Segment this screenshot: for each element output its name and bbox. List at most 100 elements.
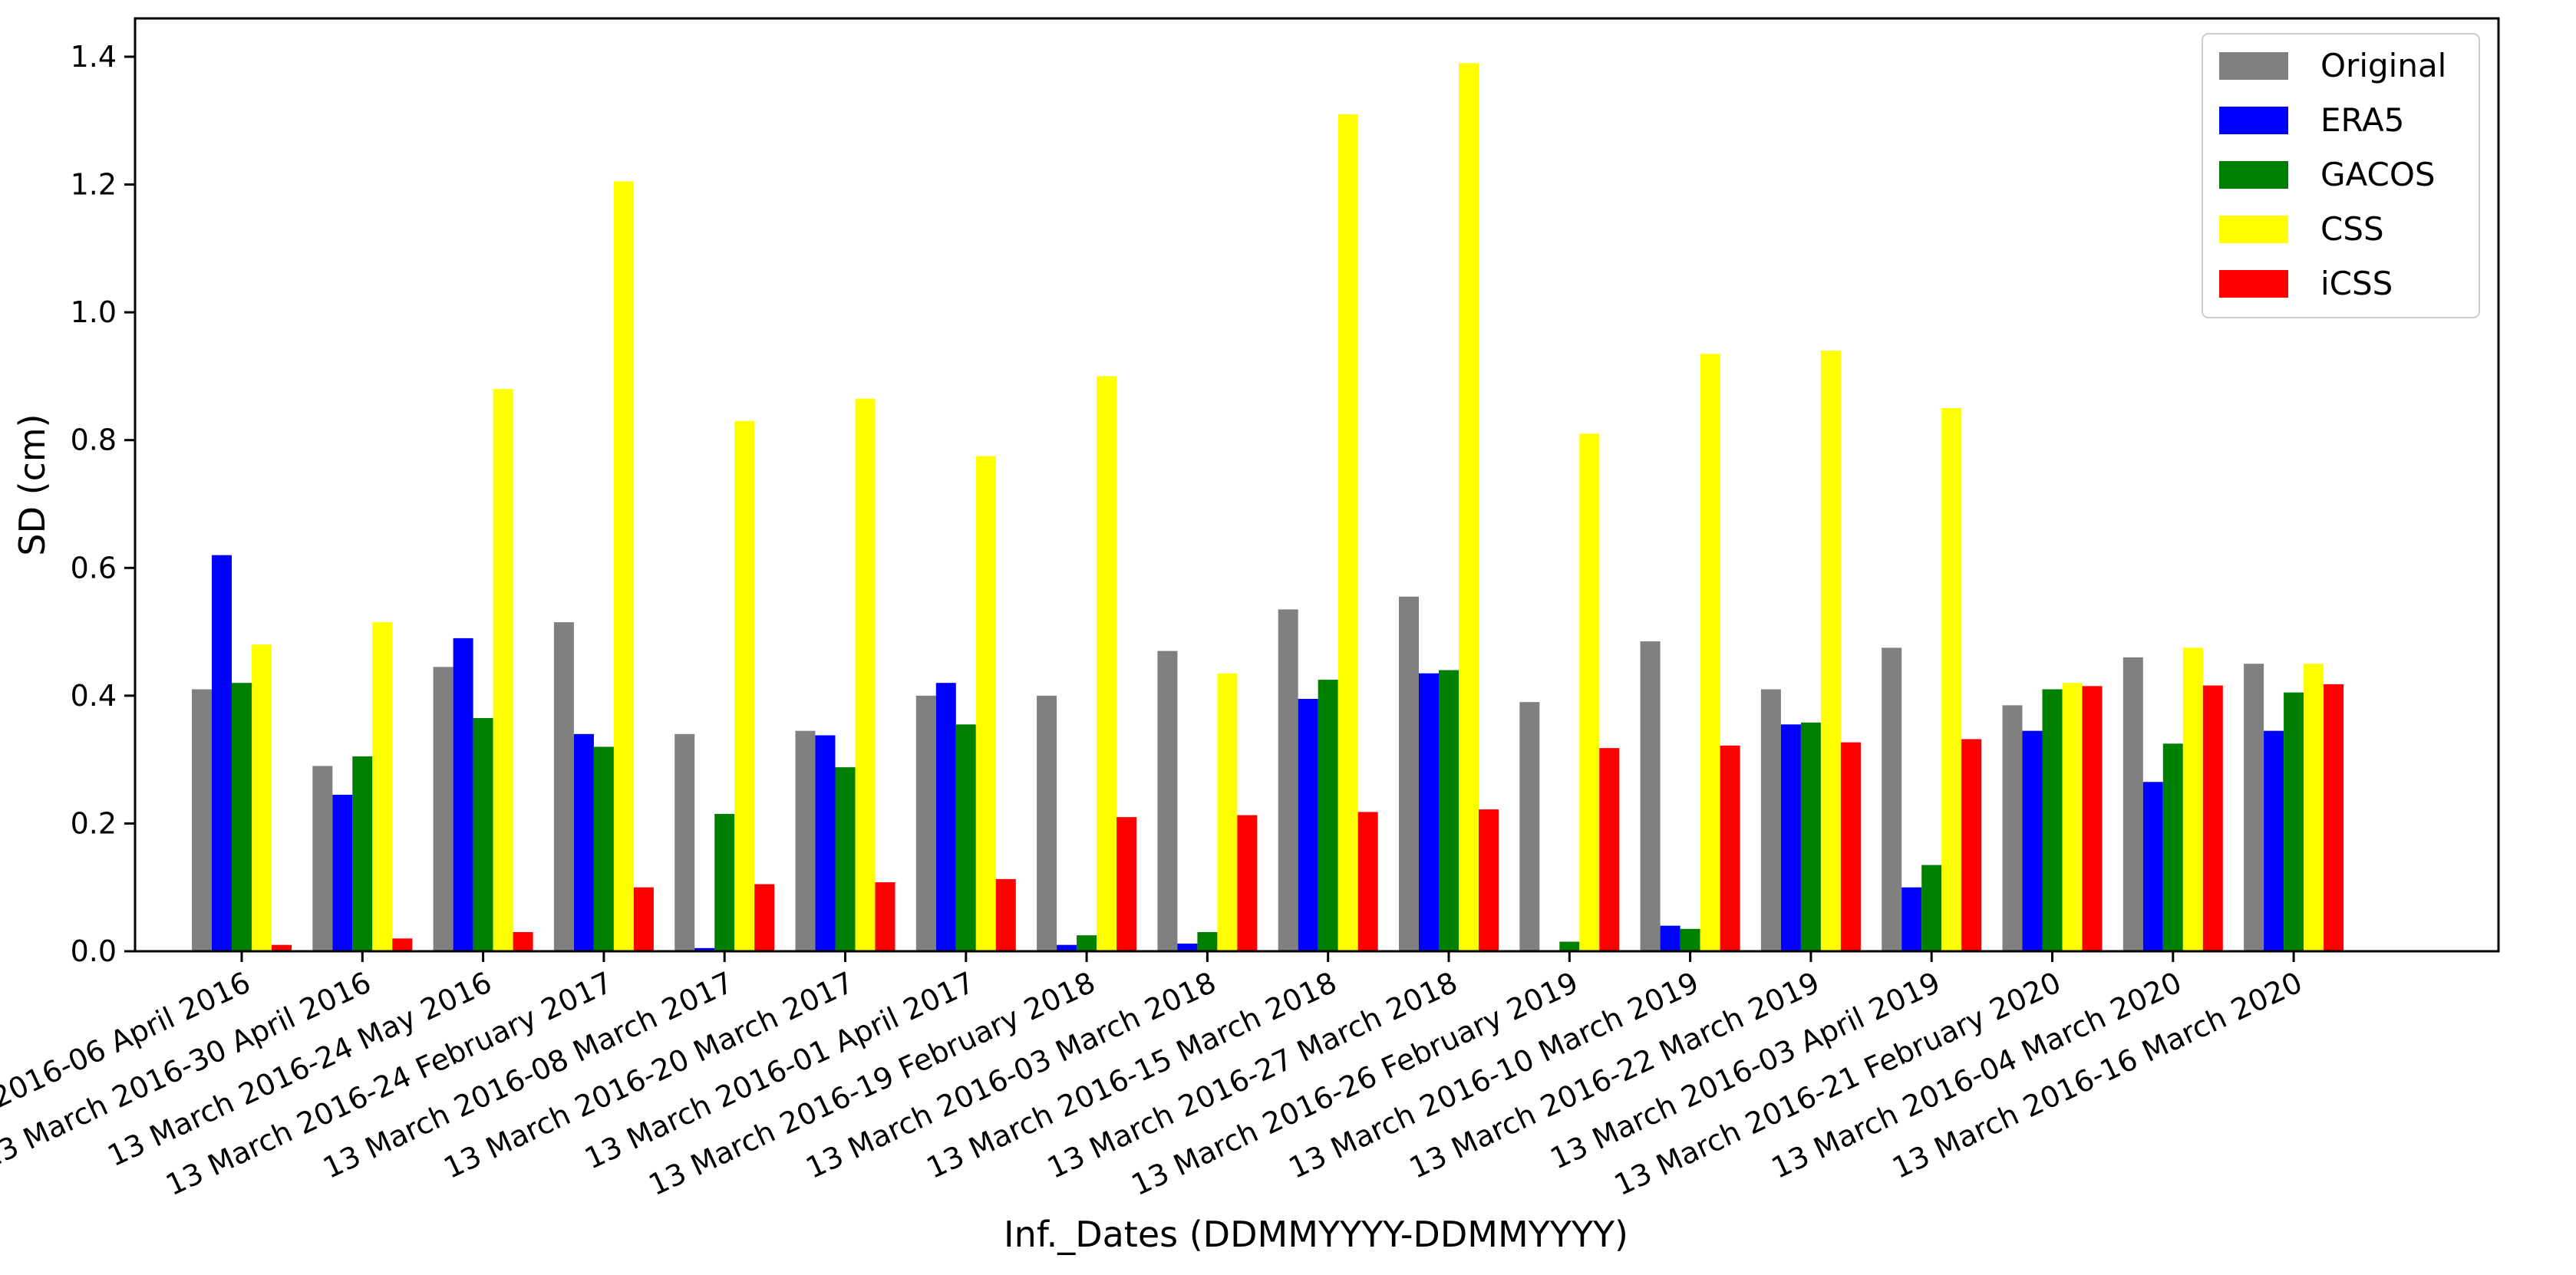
bar-era5-11 <box>1419 673 1439 951</box>
legend-label-original: Original <box>2320 47 2446 84</box>
bar-css-6 <box>855 398 876 951</box>
bar-css-3 <box>493 389 513 951</box>
bar-era5-16 <box>2022 730 2043 951</box>
bar-css-2 <box>372 622 393 951</box>
bar-original-14 <box>1760 689 1781 951</box>
bar-original-13 <box>1640 641 1661 951</box>
legend-swatch-era5 <box>2219 107 2288 134</box>
bars-group <box>192 63 2344 952</box>
bar-original-15 <box>1882 647 1902 951</box>
bar-icss-18 <box>2324 684 2344 951</box>
bar-css-16 <box>2062 683 2083 951</box>
bar-gacos-5 <box>714 813 735 951</box>
bar-icss-3 <box>513 932 533 951</box>
legend-frame <box>2202 33 2480 318</box>
bar-css-8 <box>1097 376 1117 951</box>
bar-css-15 <box>1941 408 1962 951</box>
bar-icss-9 <box>1237 815 1258 951</box>
bar-icss-12 <box>1599 748 1620 951</box>
bar-gacos-10 <box>1318 680 1338 951</box>
bar-css-9 <box>1217 673 1238 951</box>
legend-swatch-gacos <box>2219 161 2288 189</box>
legend-label-icss: iCSS <box>2320 265 2393 302</box>
bar-css-12 <box>1579 433 1600 951</box>
legend-label-css: CSS <box>2320 210 2384 248</box>
y-tick-label: 1.0 <box>71 295 117 329</box>
bar-gacos-8 <box>1077 935 1097 951</box>
bar-era5-4 <box>573 733 594 951</box>
bar-gacos-6 <box>835 767 856 951</box>
bar-original-12 <box>1519 702 1540 951</box>
legend-swatch-icss <box>2219 270 2288 298</box>
legend-swatch-original <box>2219 52 2288 80</box>
bar-era5-9 <box>1177 944 1198 951</box>
bar-original-18 <box>2244 664 2264 951</box>
bar-icss-6 <box>875 882 895 951</box>
y-tick-label: 1.4 <box>71 40 117 74</box>
y-tick-label: 0.6 <box>71 551 117 585</box>
bar-era5-5 <box>694 947 715 951</box>
legend: Original ERA5 GACOS CSS iCSS <box>2202 33 2480 318</box>
bar-original-3 <box>433 667 454 951</box>
y-tick-label: 0.2 <box>71 806 117 840</box>
bar-era5-18 <box>2264 730 2284 951</box>
bar-icss-2 <box>392 938 413 951</box>
bar-icss-14 <box>1840 742 1861 951</box>
bar-era5-13 <box>1660 925 1681 951</box>
bar-original-7 <box>915 695 936 951</box>
y-tick-label: 1.2 <box>71 168 117 202</box>
bar-era5-8 <box>1057 944 1077 951</box>
bar-css-17 <box>2182 647 2203 951</box>
y-tick-label: 0.0 <box>71 934 117 968</box>
bar-original-11 <box>1399 596 1419 951</box>
bar-era5-17 <box>2142 782 2163 951</box>
bar-gacos-2 <box>352 756 373 951</box>
bar-gacos-15 <box>1921 865 1942 951</box>
bar-original-1 <box>192 689 212 951</box>
bar-css-18 <box>2304 664 2324 951</box>
legend-label-gacos: GACOS <box>2320 156 2436 193</box>
bar-icss-16 <box>2082 686 2103 951</box>
bar-gacos-1 <box>232 683 252 951</box>
bar-original-16 <box>2002 705 2023 951</box>
bar-icss-10 <box>1357 812 1378 951</box>
bar-era5-14 <box>1780 724 1801 951</box>
bar-gacos-12 <box>1559 941 1580 951</box>
bar-era5-7 <box>935 683 956 951</box>
bar-icss-1 <box>272 944 292 951</box>
bar-css-11 <box>1459 63 1479 951</box>
bar-icss-15 <box>1961 739 1982 951</box>
bar-era5-3 <box>453 638 473 951</box>
bar-original-6 <box>795 730 816 951</box>
bar-css-4 <box>613 181 634 952</box>
bar-original-8 <box>1037 695 1057 951</box>
bar-original-17 <box>2122 657 2143 951</box>
bar-original-5 <box>675 733 695 951</box>
bar-css-1 <box>252 644 272 951</box>
bar-gacos-7 <box>955 724 976 951</box>
bar-original-10 <box>1278 609 1298 951</box>
plot-area-frame <box>134 17 2500 953</box>
legend-swatch-css <box>2219 216 2288 243</box>
bar-icss-11 <box>1479 809 1499 951</box>
bar-gacos-3 <box>473 718 493 951</box>
bar-icss-4 <box>633 887 654 951</box>
bar-css-10 <box>1337 114 1358 951</box>
y-tick-label: 0.8 <box>71 423 117 457</box>
bar-gacos-18 <box>2284 692 2304 951</box>
bar-era5-6 <box>815 735 836 951</box>
bar-icss-5 <box>754 884 775 951</box>
bar-gacos-14 <box>1800 722 1821 951</box>
x-axis-title: Inf._Dates (DDMMYYYY-DDMMYYYY) <box>1004 1214 1628 1255</box>
bar-gacos-4 <box>593 746 614 951</box>
y-tick-label: 0.4 <box>71 679 117 713</box>
bar-css-7 <box>975 456 996 951</box>
bar-icss-13 <box>1720 745 1740 951</box>
bar-css-14 <box>1820 351 1841 951</box>
bar-original-4 <box>553 622 574 951</box>
bar-css-5 <box>734 420 755 951</box>
legend-label-era5: ERA5 <box>2320 101 2404 139</box>
bar-icss-17 <box>2202 685 2223 951</box>
